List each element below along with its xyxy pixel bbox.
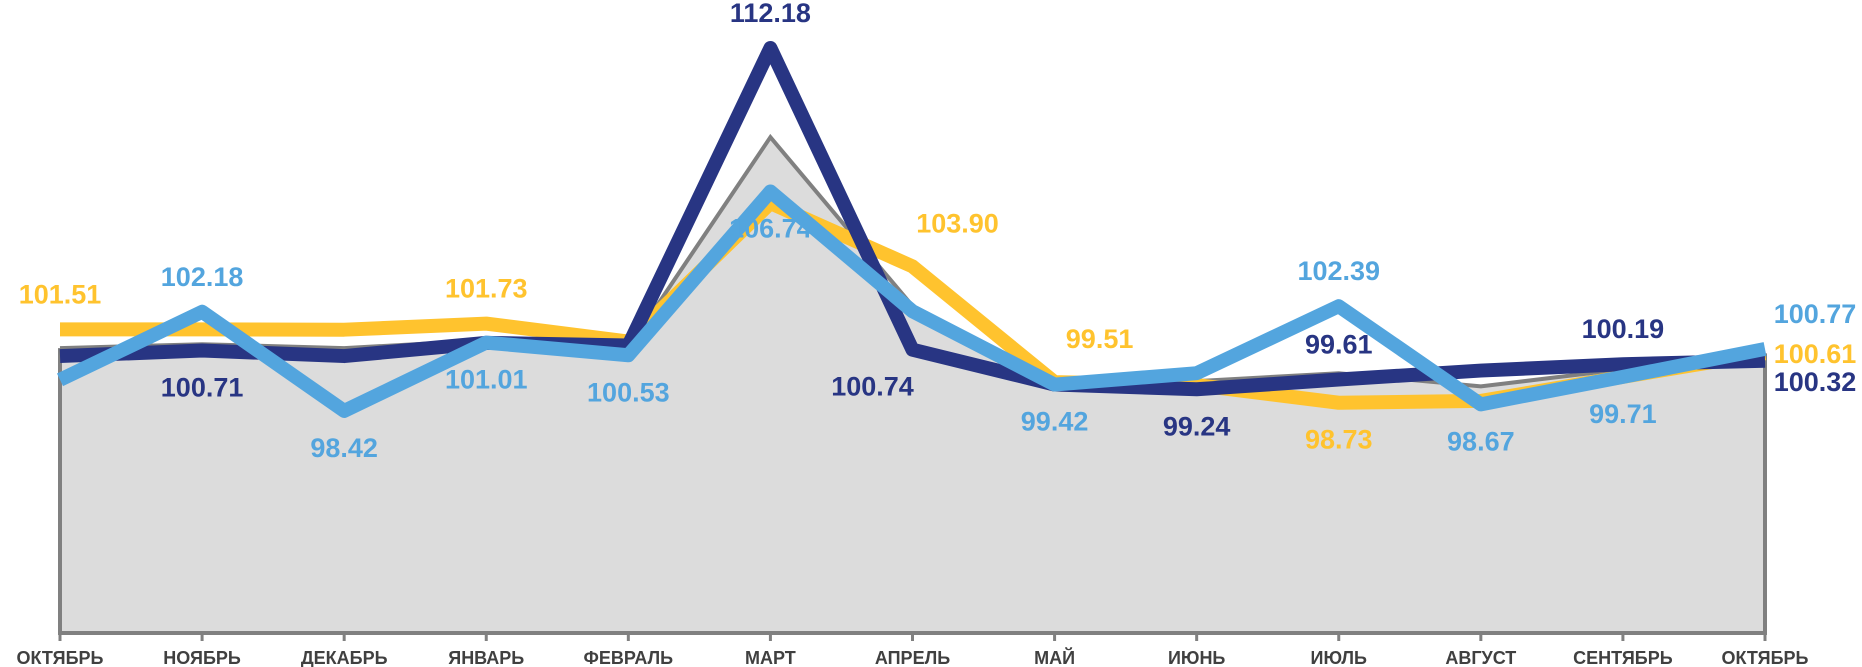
data-label: 98.67: [1447, 426, 1515, 456]
data-label: 99.71: [1589, 399, 1657, 429]
x-tick-label: СЕНТЯБРЬ: [1573, 648, 1673, 667]
series-navy-line: [59, 41, 1766, 397]
axis-layer: [58, 348, 1767, 641]
x-tick-label: ИЮНЬ: [1168, 648, 1225, 667]
data-label: 101.51: [19, 279, 102, 309]
data-label: 98.42: [310, 433, 378, 463]
data-label: 101.73: [445, 274, 528, 304]
data-label: 100.32: [1774, 367, 1857, 397]
series-blue-line: [56, 184, 1767, 418]
series-layer: [56, 41, 1767, 418]
x-tick-label: ЯНВАРЬ: [448, 648, 524, 667]
data-label: 100.74: [831, 372, 914, 402]
data-label: 103.90: [916, 208, 999, 238]
data-label-layer: 101.51 101.73 103.90 99.51 98.73 100.61 100.71…: [19, 0, 1857, 463]
x-tick-label: ДЕКАБРЬ: [301, 648, 388, 667]
data-label: 102.39: [1297, 256, 1380, 286]
x-tick-layer: ОКТЯБРЬ НОЯБРЬ ДЕКАБРЬ ЯНВАРЬ ФЕВРАЛЬ МАРТ АПР…: [16, 647, 1808, 667]
x-tick-label: МАЙ: [1034, 647, 1075, 667]
data-label: 100.71: [161, 373, 244, 403]
x-tick-label: МАРТ: [745, 648, 796, 667]
area-fill: [60, 137, 1765, 633]
x-tick-label: АВГУСТ: [1445, 648, 1516, 667]
x-tick-label: ФЕВРАЛЬ: [584, 648, 674, 667]
data-label: 106.74: [729, 213, 812, 243]
data-label: 102.18: [161, 262, 244, 292]
data-label: 99.51: [1066, 324, 1134, 354]
x-tick-label: ИЮЛЬ: [1311, 648, 1367, 667]
data-label: 112.18: [730, 0, 811, 28]
x-tick-label: АПРЕЛЬ: [875, 648, 950, 667]
data-label: 100.19: [1582, 314, 1665, 344]
x-tick-label: ОКТЯБРЬ: [16, 648, 103, 667]
data-label: 101.01: [445, 365, 528, 395]
x-tick-label: ОКТЯБРЬ: [1721, 648, 1808, 667]
data-label: 99.42: [1021, 407, 1089, 437]
data-label: 100.53: [587, 377, 670, 407]
x-tick-label: НОЯБРЬ: [163, 648, 241, 667]
data-label: 99.61: [1305, 330, 1373, 360]
data-label: 100.61: [1774, 339, 1857, 369]
data-label: 98.73: [1305, 425, 1373, 455]
data-label: 100.77: [1774, 299, 1857, 329]
data-label: 99.24: [1163, 411, 1231, 441]
